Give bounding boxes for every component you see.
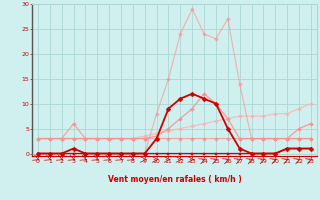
- X-axis label: Vent moyen/en rafales ( km/h ): Vent moyen/en rafales ( km/h ): [108, 175, 241, 184]
